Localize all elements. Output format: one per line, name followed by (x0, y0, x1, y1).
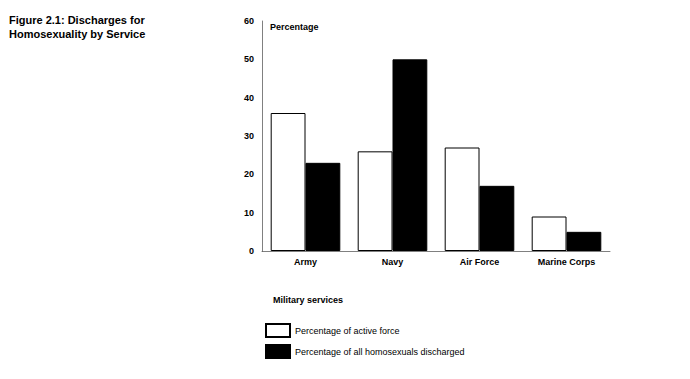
svg-text:60: 60 (244, 16, 254, 26)
svg-text:Army: Army (294, 257, 317, 267)
svg-text:0: 0 (249, 246, 254, 256)
svg-text:20: 20 (244, 169, 254, 179)
svg-text:Figure 2.1: Discharges for: Figure 2.1: Discharges for (9, 14, 148, 26)
svg-text:Homosexuality by Service: Homosexuality by Service (9, 28, 145, 40)
svg-text:Military services: Military services (273, 295, 343, 305)
svg-text:30: 30 (244, 131, 254, 141)
svg-text:Marine Corps: Marine Corps (538, 257, 596, 267)
svg-text:Percentage of active force: Percentage of active force (295, 326, 400, 336)
svg-text:Percentage: Percentage (270, 22, 319, 32)
svg-text:10: 10 (244, 208, 254, 218)
svg-text:Percentage of all homosexuals: Percentage of all homosexuals discharged (295, 347, 465, 357)
svg-text:Navy: Navy (382, 257, 404, 267)
svg-text:50: 50 (244, 54, 254, 64)
svg-text:40: 40 (244, 93, 254, 103)
svg-text:Air Force: Air Force (460, 257, 500, 267)
